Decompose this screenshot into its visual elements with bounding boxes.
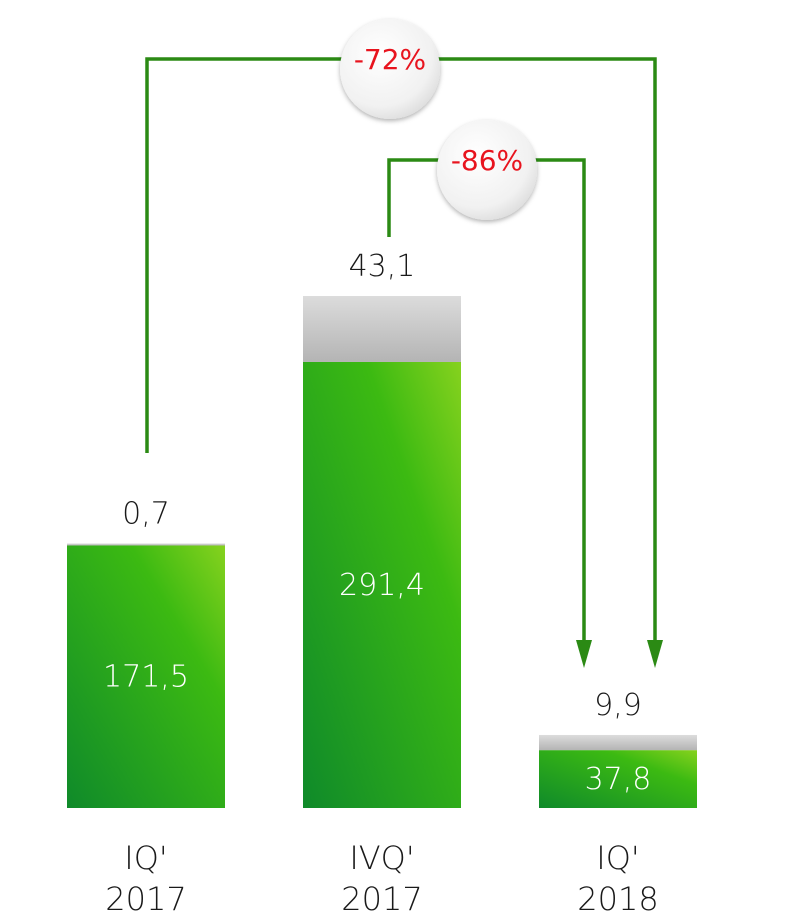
change-arrowhead-1	[576, 640, 592, 668]
category-label-1-year: 2017	[341, 880, 422, 916]
category-label-0-year: 2017	[105, 880, 186, 916]
category-label-2-quarter: IQ'	[596, 839, 639, 877]
category-label-1-quarter: IVQ'	[349, 839, 414, 877]
category-label-2-year: 2018	[577, 880, 658, 916]
bar-segment-green-2	[539, 750, 697, 808]
bar-segment-grey-2	[539, 734, 697, 751]
change-badge-label-1: -86%	[451, 144, 523, 177]
bar-value-label-2: 37,8	[585, 762, 652, 797]
category-label-0-quarter: IQ'	[124, 839, 167, 877]
change-badge-1	[437, 120, 537, 220]
bar-top-value-label-0: 0,7	[122, 496, 170, 531]
bar-segment-green-1	[303, 361, 461, 808]
bar-segment-grey-0	[67, 543, 225, 546]
change-badge-label-0: -72%	[354, 43, 426, 76]
change-badge-0	[340, 19, 440, 119]
bar-value-label-1: 291,4	[339, 568, 425, 603]
bar-segment-green-0	[67, 545, 225, 808]
bar-segment-grey-1	[303, 296, 461, 362]
bar-top-value-label-2: 9,9	[594, 688, 642, 723]
change-arrowhead-0	[647, 640, 663, 668]
bar-top-value-label-1: 43,1	[349, 249, 416, 284]
bar-value-label-0: 171,5	[103, 660, 189, 695]
